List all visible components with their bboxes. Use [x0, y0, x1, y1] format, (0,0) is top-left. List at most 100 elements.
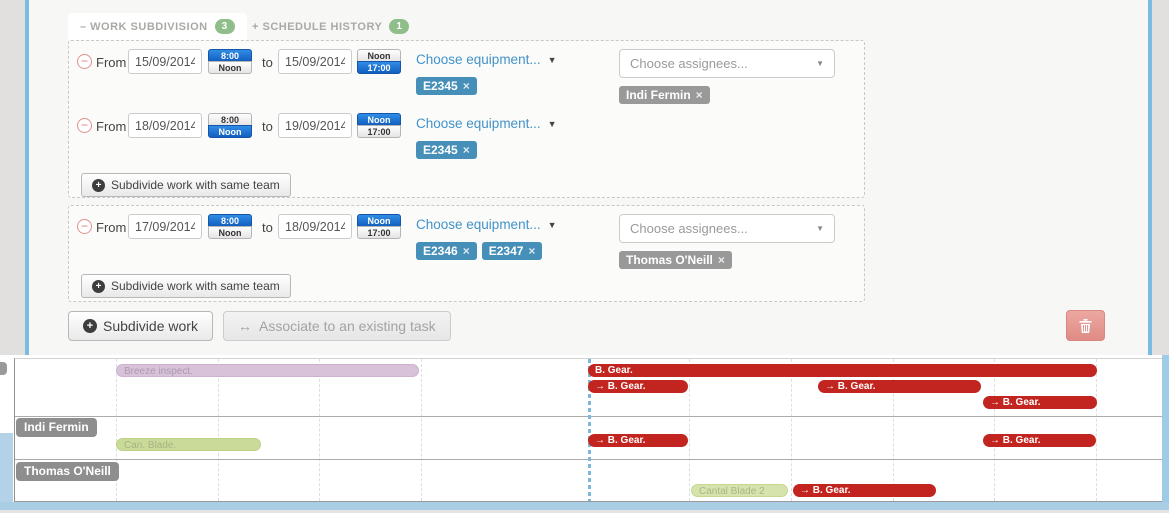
- gantt-bottom-border: [0, 502, 1169, 510]
- from-time-toggle-option[interactable]: Noon: [208, 125, 252, 138]
- assignee-column: Choose assignees... ▼ Indi Fermin ×: [619, 49, 835, 104]
- subdivide-same-team-button[interactable]: + Subdivide work with same team: [81, 173, 291, 197]
- choose-assignees-select[interactable]: Choose assignees... ▼: [619, 214, 835, 243]
- to-time-toggle-option[interactable]: 17:00: [357, 226, 401, 239]
- caret-down-icon: ▼: [547, 220, 557, 230]
- gantt-row-label-stub: [0, 362, 7, 375]
- gantt-gridline: [1096, 359, 1097, 501]
- gantt-bar[interactable]: Breeze inspect.: [116, 364, 419, 377]
- to-date-input[interactable]: [278, 49, 352, 74]
- gantt-gridline: [994, 359, 995, 501]
- equipment-column: Choose equipment... ▼ E2346 × E2347 ×: [416, 216, 557, 260]
- remove-period-button[interactable]: −: [77, 219, 92, 234]
- gantt-bar[interactable]: → B. Gear.: [588, 434, 688, 447]
- from-label: From: [96, 55, 127, 70]
- gantt-bar[interactable]: → B. Gear.: [793, 484, 936, 497]
- subdivide-work-label: Subdivide work: [103, 318, 198, 334]
- gantt-gridline: [689, 359, 690, 501]
- delete-button[interactable]: [1066, 310, 1105, 341]
- gantt-bar[interactable]: B. Gear.: [588, 364, 1097, 377]
- from-date-input[interactable]: [128, 214, 202, 239]
- tab-schedule-history[interactable]: + SCHEDULE HISTORY 1: [240, 13, 421, 40]
- choose-equipment-link[interactable]: Choose equipment... ▼: [416, 116, 557, 131]
- remove-icon[interactable]: ×: [462, 79, 470, 93]
- gantt-schedule: Indi Fermin Thomas O'Neill Breeze inspect.…: [0, 355, 1169, 513]
- remove-icon[interactable]: ×: [462, 244, 470, 258]
- equipment-column: Choose equipment... ▼ E2345 ×: [416, 115, 557, 159]
- current-time-marker: [588, 359, 591, 501]
- plus-icon: +: [92, 279, 105, 293]
- remove-icon[interactable]: ×: [528, 244, 536, 258]
- gantt-left-border: [0, 433, 13, 505]
- to-date-input[interactable]: [278, 214, 352, 239]
- gantt-gridline: [791, 359, 792, 501]
- choose-assignees-placeholder: Choose assignees...: [630, 221, 748, 236]
- from-time-toggle: 8:00 Noon: [208, 214, 252, 239]
- equipment-tags: E2345 ×: [416, 77, 557, 95]
- associate-existing-task-button[interactable]: ↔ Associate to an existing task: [223, 311, 451, 341]
- remove-icon[interactable]: ×: [695, 88, 703, 102]
- from-time-toggle-option[interactable]: Noon: [208, 61, 252, 74]
- assignee-tags: Indi Fermin ×: [619, 86, 835, 104]
- caret-down-icon: ▼: [547, 55, 557, 65]
- from-date-input[interactable]: [128, 113, 202, 138]
- gantt-bar[interactable]: → B. Gear.: [818, 380, 981, 393]
- gantt-chart-area: Indi Fermin Thomas O'Neill Breeze inspect.…: [14, 358, 1162, 502]
- caret-down-icon: ▼: [816, 224, 824, 233]
- to-label: to: [262, 55, 273, 70]
- equipment-tag: E2345 ×: [416, 141, 477, 159]
- remove-period-button[interactable]: −: [77, 118, 92, 133]
- tab-work-subdivision-label: – WORK SUBDIVISION: [80, 20, 208, 33]
- tab-work-subdivision-count-badge: 3: [214, 19, 235, 34]
- caret-down-icon: ▼: [816, 59, 824, 68]
- gantt-bar[interactable]: Cantal Blade 2: [691, 484, 788, 497]
- tab-work-subdivision[interactable]: – WORK SUBDIVISION 3: [68, 13, 247, 40]
- equipment-tag: E2346 ×: [416, 242, 477, 260]
- tab-schedule-history-count-badge: 1: [389, 19, 410, 34]
- gantt-gridline: [218, 359, 219, 501]
- gantt-bar[interactable]: → B. Gear.: [983, 434, 1096, 447]
- equipment-tag: E2347 ×: [481, 242, 543, 260]
- plus-icon: +: [83, 319, 97, 333]
- choose-equipment-link[interactable]: Choose equipment... ▼: [416, 217, 557, 232]
- to-time-toggle-option[interactable]: 17:00: [357, 61, 401, 74]
- gantt-bar[interactable]: → B. Gear.: [588, 380, 688, 393]
- from-time-toggle-option[interactable]: Noon: [208, 226, 252, 239]
- from-date-input[interactable]: [128, 49, 202, 74]
- to-time-toggle: Noon 17:00: [357, 49, 401, 74]
- gantt-footer-strip: [0, 510, 1169, 513]
- assignee-tag: Indi Fermin ×: [619, 86, 710, 104]
- arrow-both-icon: ↔: [238, 318, 252, 334]
- to-label: to: [262, 119, 273, 134]
- assignee-column: Choose assignees... ▼ Thomas O'Neill ×: [619, 214, 835, 269]
- gantt-bar[interactable]: Can. Blade.: [116, 438, 261, 451]
- to-date-input[interactable]: [278, 113, 352, 138]
- tab-schedule-history-label: + SCHEDULE HISTORY: [252, 20, 383, 33]
- remove-icon[interactable]: ×: [717, 253, 725, 267]
- to-time-toggle: Noon 17:00: [357, 113, 401, 138]
- subdivide-same-team-label: Subdivide work with same team: [111, 178, 280, 192]
- to-time-toggle-option[interactable]: 17:00: [357, 125, 401, 138]
- gantt-bar[interactable]: → B. Gear.: [983, 396, 1097, 409]
- gantt-gridline: [116, 359, 117, 501]
- choose-equipment-link[interactable]: Choose equipment... ▼: [416, 52, 557, 67]
- choose-assignees-select[interactable]: Choose assignees... ▼: [619, 49, 835, 78]
- subdivide-work-button[interactable]: + Subdivide work: [68, 311, 213, 341]
- subdivide-same-team-button[interactable]: + Subdivide work with same team: [81, 274, 291, 298]
- remove-period-button[interactable]: −: [77, 54, 92, 69]
- subdivide-same-team-label: Subdivide work with same team: [111, 279, 280, 293]
- equipment-column: Choose equipment... ▼ E2345 ×: [416, 51, 557, 95]
- trash-icon: [1079, 318, 1092, 333]
- to-time-toggle: Noon 17:00: [357, 214, 401, 239]
- remove-icon[interactable]: ×: [462, 143, 470, 157]
- from-time-toggle: 8:00 Noon: [208, 49, 252, 74]
- gantt-gridline: [421, 359, 422, 501]
- gantt-gridline: [319, 359, 320, 501]
- equipment-tags: E2345 ×: [416, 141, 557, 159]
- from-time-toggle: 8:00 Noon: [208, 113, 252, 138]
